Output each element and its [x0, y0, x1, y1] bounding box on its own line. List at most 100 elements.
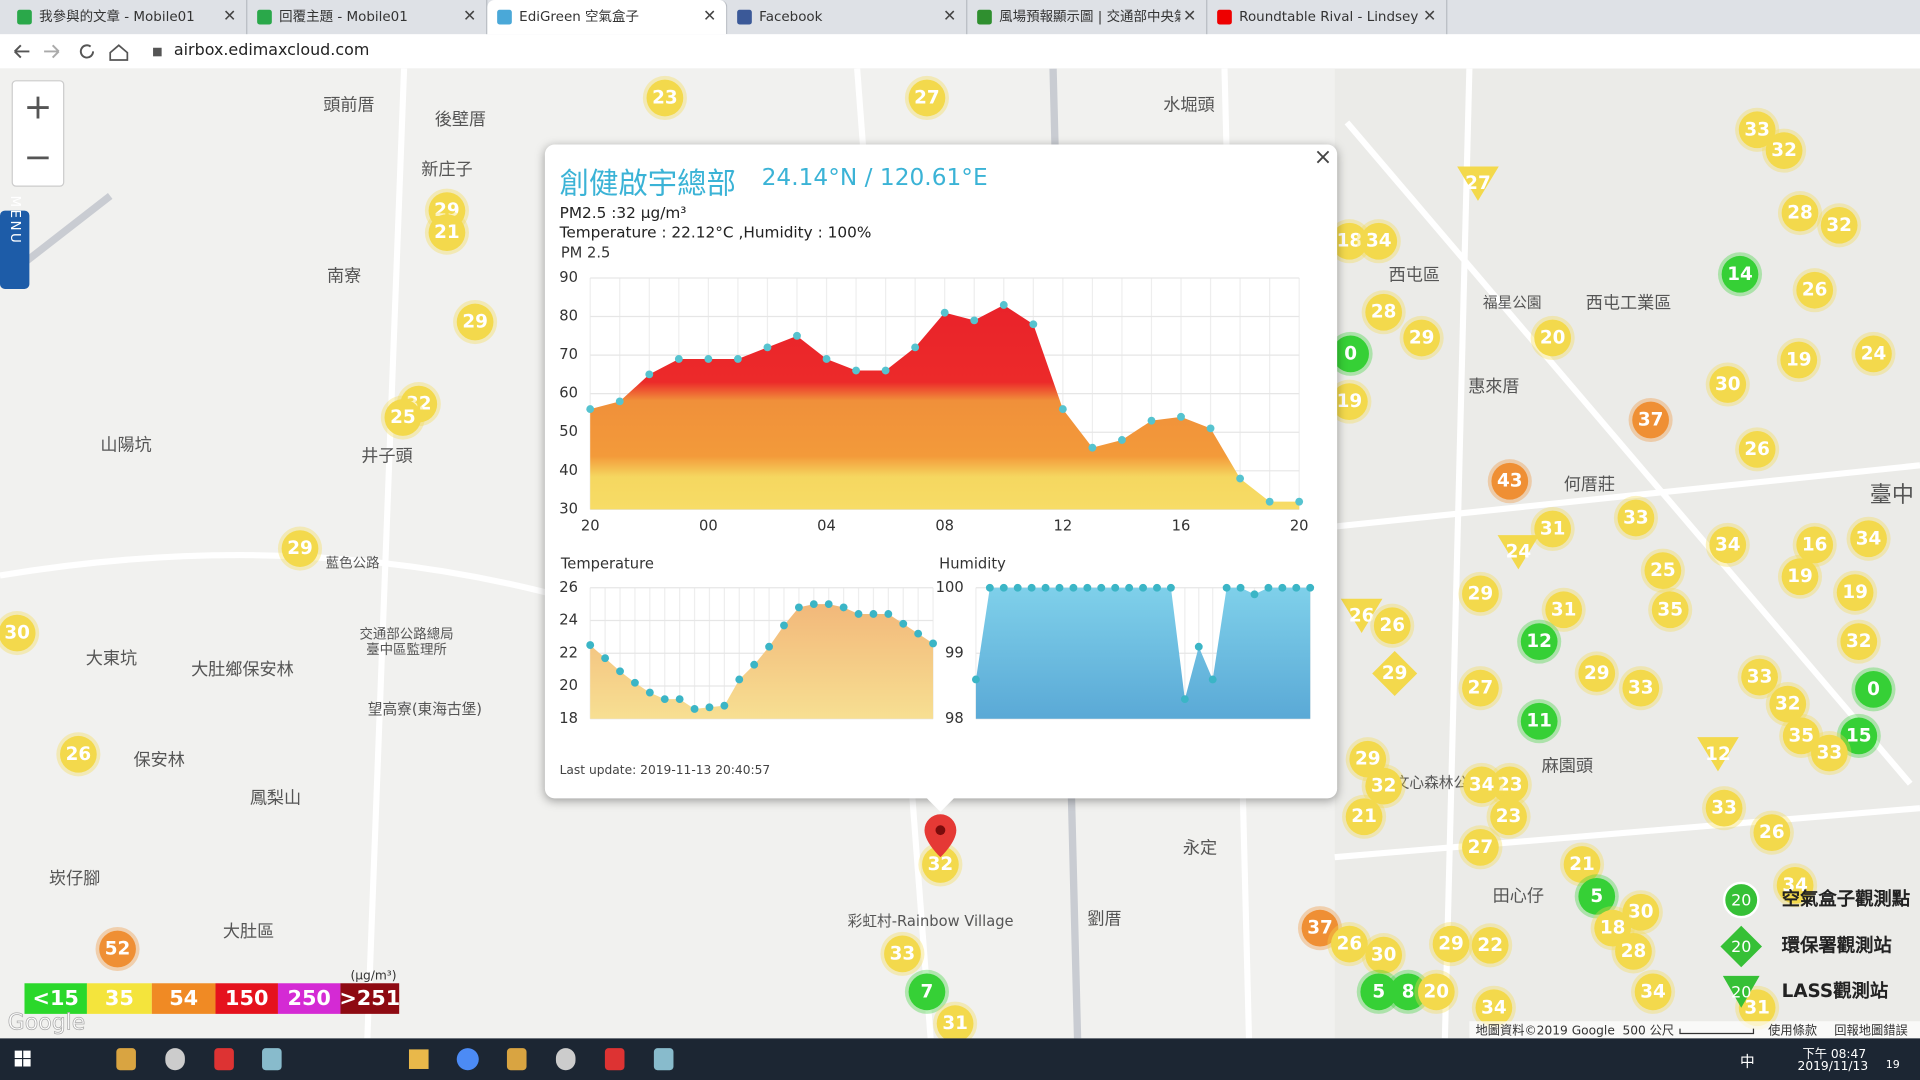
- station-marker[interactable]: 43: [1487, 459, 1532, 504]
- station-marker[interactable]: 33: [1618, 666, 1663, 711]
- station-marker[interactable]: 37: [1628, 397, 1673, 443]
- station-marker[interactable]: 35: [1648, 587, 1693, 632]
- station-marker[interactable]: 16: [1792, 522, 1837, 567]
- station-marker[interactable]: 8: [1386, 969, 1431, 1014]
- station-marker[interactable]: 18: [1327, 219, 1372, 264]
- tab[interactable]: 風場預報顯示圖 | 交通部中央氣 ✕: [967, 0, 1208, 35]
- close-button[interactable]: ×: [1313, 144, 1333, 171]
- station-marker[interactable]: 15: [1836, 713, 1881, 758]
- tab[interactable]: 我參與的文章 - Mobile01 ✕: [7, 0, 248, 35]
- station-marker[interactable]: 29: [1372, 650, 1418, 696]
- station-marker[interactable]: 5: [1356, 969, 1401, 1014]
- station-marker[interactable]: 26: [1749, 810, 1794, 855]
- location-pin[interactable]: [924, 814, 957, 858]
- station-marker[interactable]: 32: [1817, 203, 1862, 248]
- station-marker[interactable]: 29: [1458, 571, 1503, 616]
- report-link[interactable]: 回報地圖錯誤: [1834, 1023, 1907, 1038]
- station-marker[interactable]: 29: [1399, 315, 1444, 361]
- station-marker[interactable]: 37: [1297, 906, 1343, 951]
- station-marker[interactable]: 33: [1807, 731, 1852, 776]
- station-marker[interactable]: 7: [904, 969, 949, 1014]
- map-scale[interactable]: 500 公尺: [1622, 1024, 1674, 1038]
- station-marker[interactable]: 34: [1773, 863, 1818, 908]
- clock-time[interactable]: 下午 08:47: [1802, 1048, 1867, 1062]
- station-marker[interactable]: 0: [1851, 667, 1896, 712]
- station-marker[interactable]: 31: [1530, 506, 1575, 552]
- station-marker[interactable]: 32: [1765, 682, 1810, 727]
- station-marker[interactable]: 34: [1471, 985, 1516, 1030]
- station-marker[interactable]: 26: [1792, 268, 1837, 313]
- station-marker[interactable]: 30: [0, 611, 40, 656]
- station-marker[interactable]: 24: [1851, 331, 1896, 376]
- station-marker[interactable]: 33: [1737, 655, 1782, 700]
- taskbar-icons[interactable]: [0, 1038, 735, 1080]
- station-marker[interactable]: 27: [1458, 825, 1503, 870]
- station-marker[interactable]: 29: [1428, 922, 1474, 967]
- tab[interactable]: EdiGreen 空氣盒子 ✕: [487, 0, 728, 35]
- station-marker[interactable]: 32: [1762, 128, 1807, 173]
- station-marker[interactable]: 29: [453, 300, 498, 345]
- station-marker[interactable]: 19: [1776, 337, 1821, 383]
- station-marker[interactable]: 33: [1702, 786, 1747, 831]
- station-marker[interactable]: 21: [1560, 842, 1605, 887]
- google-logo[interactable]: Google: [7, 1010, 86, 1036]
- station-marker[interactable]: 31: [1541, 587, 1586, 632]
- station-marker[interactable]: 26: [56, 732, 101, 777]
- station-marker[interactable]: 27: [904, 75, 949, 121]
- station-marker[interactable]: 25: [1640, 548, 1685, 593]
- station-marker[interactable]: 32: [1361, 764, 1406, 809]
- station-marker[interactable]: 22: [1468, 923, 1513, 968]
- station-marker[interactable]: 0: [1328, 331, 1373, 376]
- station-marker[interactable]: 19: [1327, 379, 1372, 424]
- station-marker[interactable]: 28: [1361, 290, 1406, 335]
- station-marker[interactable]: 24: [1497, 535, 1540, 570]
- station-marker[interactable]: 32: [918, 842, 963, 887]
- station-marker[interactable]: 34: [1705, 522, 1750, 567]
- station-marker[interactable]: 12: [1517, 619, 1562, 664]
- clock-date[interactable]: 2019/11/13: [1797, 1060, 1869, 1074]
- station-marker[interactable]: 26: [1340, 598, 1383, 634]
- station-marker[interactable]: 19: [1833, 570, 1878, 615]
- tab[interactable]: Roundtable Rival - Lindsey ✕: [1207, 0, 1448, 35]
- station-marker[interactable]: 34: [1631, 969, 1676, 1014]
- station-marker[interactable]: 23: [642, 75, 687, 121]
- station-marker[interactable]: 31: [933, 1001, 978, 1039]
- ime-indicator[interactable]: 中: [1740, 1053, 1755, 1071]
- station-marker[interactable]: 11: [1517, 699, 1562, 744]
- station-marker[interactable]: 19: [1777, 554, 1823, 599]
- station-marker[interactable]: 5: [1574, 874, 1619, 919]
- station-marker[interactable]: 26: [1735, 427, 1780, 472]
- station-marker[interactable]: 23: [1487, 762, 1532, 807]
- station-marker[interactable]: 21: [1342, 794, 1387, 839]
- station-marker[interactable]: 21: [424, 210, 469, 255]
- zoom-in[interactable]: +: [24, 87, 53, 127]
- station-marker[interactable]: 32: [1836, 619, 1881, 664]
- station-marker[interactable]: 30: [1361, 933, 1406, 978]
- url[interactable]: airbox.edimaxcloud.com: [173, 41, 370, 61]
- station-marker[interactable]: 34: [1459, 762, 1504, 807]
- station-marker[interactable]: 20: [1414, 969, 1459, 1014]
- station-marker[interactable]: 23: [1486, 794, 1531, 839]
- menu-label[interactable]: MENU: [7, 195, 22, 245]
- nav-buttons[interactable]: [0, 34, 171, 68]
- station-marker[interactable]: 34: [1846, 516, 1891, 561]
- station-marker[interactable]: 52: [95, 926, 140, 972]
- tab[interactable]: Facebook ✕: [727, 0, 968, 35]
- tab[interactable]: 回覆主題 - Mobile01 ✕: [247, 0, 488, 35]
- station-marker[interactable]: 12: [1697, 737, 1739, 772]
- station-marker[interactable]: 34: [1356, 219, 1401, 264]
- station-marker[interactable]: 14: [1717, 252, 1763, 297]
- station-marker[interactable]: 28: [1611, 929, 1656, 974]
- station-marker[interactable]: 26: [1370, 603, 1415, 648]
- notification-count[interactable]: 19: [1885, 1059, 1900, 1072]
- station-marker[interactable]: 27: [1458, 666, 1503, 711]
- station-marker[interactable]: 29: [1574, 651, 1619, 696]
- menu-tab[interactable]: [0, 210, 30, 289]
- station-marker[interactable]: 25: [380, 395, 425, 440]
- station-marker[interactable]: 27: [1457, 166, 1499, 201]
- station-marker[interactable]: 33: [1613, 495, 1658, 541]
- station-marker[interactable]: 29: [277, 526, 323, 571]
- station-marker[interactable]: 30: [1705, 362, 1750, 407]
- zoom-out[interactable]: −: [24, 138, 53, 178]
- station-marker[interactable]: 33: [1735, 107, 1780, 152]
